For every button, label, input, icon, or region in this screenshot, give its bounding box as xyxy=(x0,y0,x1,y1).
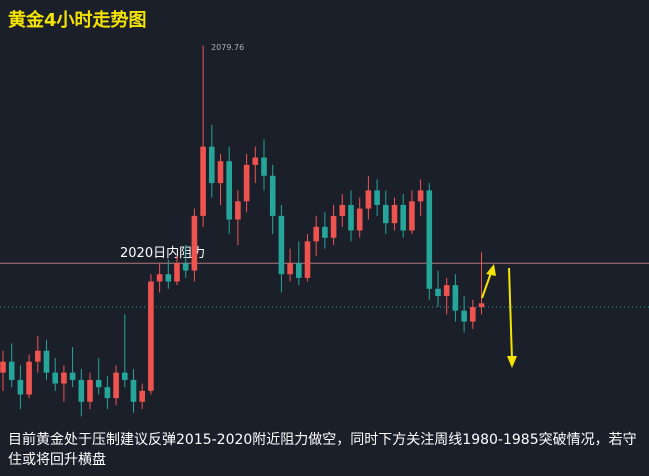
candle-body xyxy=(35,350,41,362)
candle-body xyxy=(104,387,111,399)
candle-body xyxy=(296,263,302,278)
candle-body xyxy=(409,201,415,231)
candle-body xyxy=(209,146,215,184)
candle-body xyxy=(243,164,250,202)
candle-body xyxy=(165,274,172,282)
candle-body xyxy=(304,241,311,278)
candle-body xyxy=(139,390,145,402)
up-arrow-head xyxy=(486,264,496,276)
arrows xyxy=(481,264,517,368)
down-arrow xyxy=(508,267,513,361)
candle-body xyxy=(417,190,424,202)
candle-body xyxy=(252,157,259,165)
candle-body xyxy=(287,263,293,275)
candle-body xyxy=(478,303,485,308)
candle-body xyxy=(443,285,450,297)
candle-body xyxy=(470,307,476,322)
candle-body xyxy=(374,190,380,205)
candle-body xyxy=(0,361,6,373)
candle-body xyxy=(130,379,137,402)
candle-body xyxy=(26,361,32,395)
candle-body xyxy=(400,204,406,231)
candle-body xyxy=(200,146,206,216)
candle-body xyxy=(69,372,76,380)
resistance-label: 2020日内阻力 xyxy=(120,245,205,261)
candle-body xyxy=(261,157,267,176)
candle-body xyxy=(461,310,467,322)
candle-body xyxy=(148,281,154,391)
candle-body xyxy=(348,204,354,231)
candle-body xyxy=(226,161,232,220)
candle-body xyxy=(8,361,15,380)
candle-body xyxy=(322,226,328,238)
down-arrow-head xyxy=(507,356,517,368)
candle-body xyxy=(330,215,337,238)
candle-body xyxy=(191,215,198,271)
candle-body xyxy=(182,263,189,271)
candle-body xyxy=(61,372,67,384)
candle-body xyxy=(313,226,319,242)
chart-title: 黄金4小时走势图 xyxy=(8,10,147,31)
candle-body xyxy=(174,263,180,282)
candle-body xyxy=(435,288,441,297)
high-label: 2079.76 xyxy=(211,43,244,52)
candle-body xyxy=(87,379,93,402)
candle-body xyxy=(52,372,58,384)
candle-body xyxy=(391,204,398,224)
annotation: 目前黄金处于压制建议反弹2015-2020附近阻力做空，同时下方关注周线1980… xyxy=(8,432,637,468)
candle-body xyxy=(339,204,346,216)
candle-body xyxy=(43,350,50,373)
candle-body xyxy=(156,274,163,282)
candle-body xyxy=(217,161,224,184)
candle-body xyxy=(17,379,24,395)
candle-body xyxy=(122,372,128,380)
candle-body xyxy=(426,190,433,289)
candle-body xyxy=(356,208,363,231)
candle-body xyxy=(278,215,285,275)
candle-body xyxy=(95,379,102,388)
candle-body xyxy=(235,201,241,220)
candle-body xyxy=(383,204,389,224)
candle-body xyxy=(365,190,372,209)
candle-body xyxy=(269,175,276,216)
candle-body xyxy=(78,379,85,402)
candle-body xyxy=(452,285,459,311)
candle-body xyxy=(113,372,119,399)
